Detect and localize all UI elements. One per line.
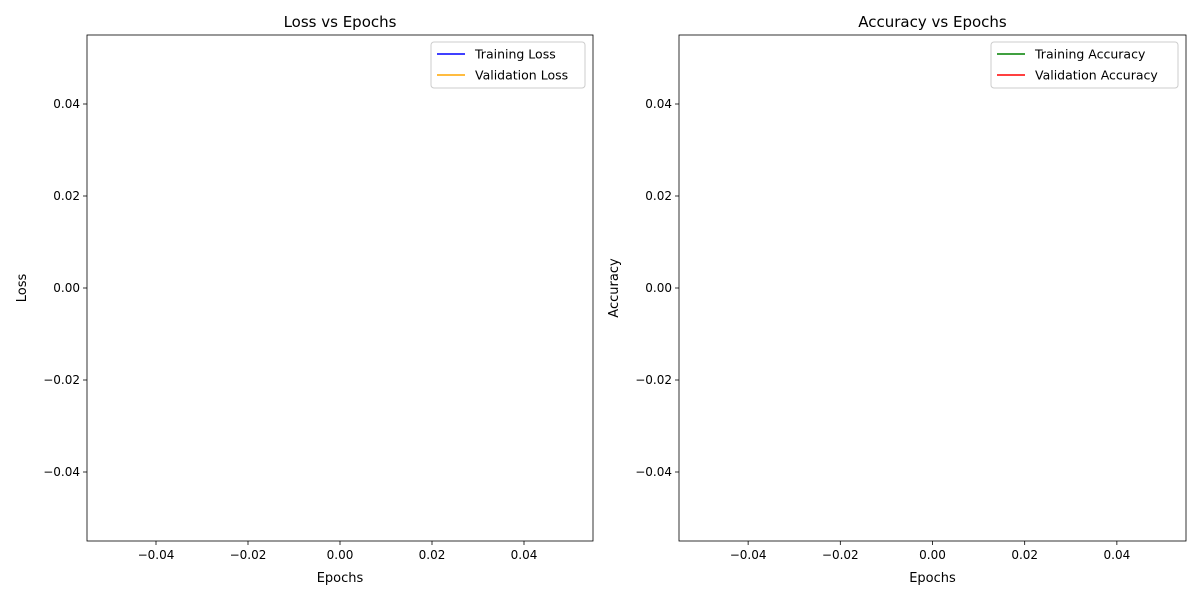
x-tick-label: 0.04 — [511, 548, 538, 562]
x-tick-label: −0.02 — [822, 548, 859, 562]
x-tick-label: 0.02 — [419, 548, 446, 562]
y-tick-label: 0.02 — [53, 189, 80, 203]
y-tick-label: 0.04 — [53, 97, 80, 111]
x-tick-label: −0.02 — [230, 548, 267, 562]
legend-label: Training Accuracy — [1034, 47, 1146, 62]
plot-area — [86, 34, 594, 542]
chart-title: Loss vs Epochs — [284, 13, 397, 31]
chart-panel-1: Loss vs Epochs −0.04 −0.02 0.00 0.02 0.04 −0.0… — [15, 13, 594, 586]
legend-box — [990, 41, 1179, 89]
y-tick-label: −0.02 — [43, 373, 80, 387]
x-tick-label: 0.00 — [919, 548, 946, 562]
y-tick-label: 0.02 — [645, 189, 672, 203]
y-tick-label: 0.00 — [53, 281, 80, 295]
y-tick-label: −0.02 — [635, 373, 672, 387]
y-tick-label: 0.00 — [645, 281, 672, 295]
legend-label: Training Loss — [474, 47, 556, 62]
y-tick-label: −0.04 — [43, 465, 80, 479]
legend: Training Loss Validation Loss — [430, 41, 586, 89]
x-tick-label: −0.04 — [138, 548, 175, 562]
chart-title: Accuracy vs Epochs — [858, 13, 1007, 31]
plot-area — [678, 34, 1187, 542]
x-axis-label: Epochs — [317, 571, 364, 586]
legend-label: Validation Accuracy — [1035, 68, 1158, 83]
legend-label: Validation Loss — [475, 68, 568, 83]
y-tick-label: −0.04 — [635, 465, 672, 479]
legend-box — [430, 41, 586, 89]
chart-panel-2: Accuracy vs Epochs −0.04 −0.02 0.00 0.02 0.04… — [607, 13, 1187, 586]
x-tick-label: −0.04 — [730, 548, 767, 562]
x-tick-label: 0.04 — [1104, 548, 1131, 562]
x-axis-label: Epochs — [909, 571, 956, 586]
x-tick-label: 0.02 — [1011, 548, 1038, 562]
y-axis-label: Loss — [15, 274, 30, 303]
legend: Training Accuracy Validation Accuracy — [990, 41, 1179, 89]
x-tick-label: 0.00 — [327, 548, 354, 562]
y-axis-label: Accuracy — [607, 258, 622, 318]
y-tick-label: 0.04 — [645, 97, 672, 111]
